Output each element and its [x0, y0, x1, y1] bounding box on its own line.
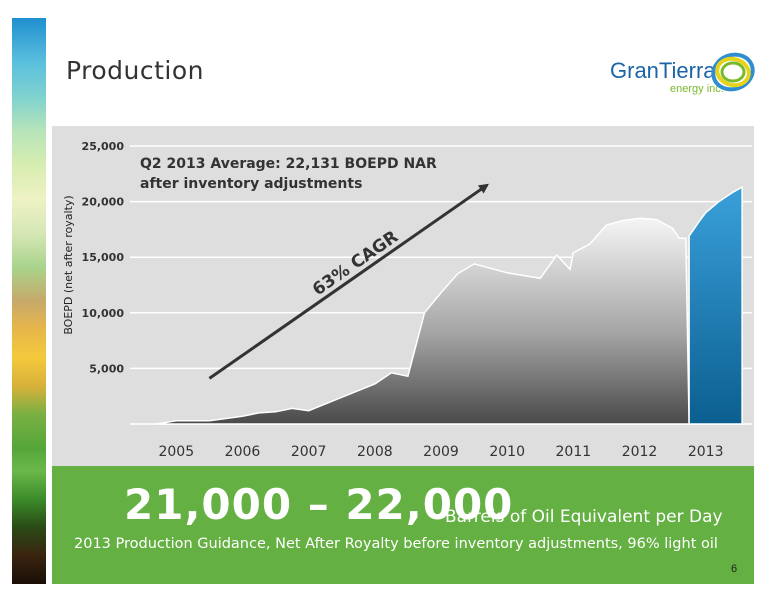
x-tick-label: 2006 — [225, 444, 261, 460]
y-tick-label: 15,000 — [82, 251, 125, 264]
guidance-unit: Barrels of Oil Equivalent per Day — [445, 507, 723, 527]
grantierra-logo: GranTierra energy inc. — [610, 52, 755, 95]
cagr-label: 63% CAGR — [309, 227, 402, 300]
guidance-subtitle: 2013 Production Guidance, Net After Roya… — [74, 536, 718, 552]
page-title: Production — [66, 56, 205, 85]
x-tick-label: 2007 — [291, 444, 327, 460]
chart-headline-line-1: Q2 2013 Average: 22,131 BOEPD NAR — [140, 156, 437, 172]
y-axis-label: BOEPD (net after royalty) — [62, 195, 75, 334]
production-chart: 5,000 10,000 15,000 20,000 25,000 2005 2006 200… — [62, 140, 752, 460]
guidance-range: 21,000 – 22,000 — [124, 480, 514, 529]
logo-ring-icon — [711, 52, 755, 92]
guidance-banner: 21,000 – 22,000 Barrels of Oil Equivalen… — [52, 466, 754, 584]
area-historical-production — [156, 217, 690, 425]
chart-headline-line-2: after inventory adjustments — [140, 176, 362, 192]
chart-panel: 5,000 10,000 15,000 20,000 25,000 2005 2006 200… — [52, 126, 754, 466]
trend-arrow — [208, 183, 489, 380]
x-tick-label: 2011 — [556, 444, 592, 460]
decorative-color-strip — [12, 18, 46, 584]
y-tick-label: 20,000 — [82, 196, 125, 209]
x-tick-label: 2013 — [688, 444, 724, 460]
area-2013-production — [688, 185, 743, 425]
x-tick-label: 2009 — [423, 444, 459, 460]
y-tick-label: 25,000 — [82, 140, 125, 153]
x-tick-label: 2005 — [158, 444, 194, 460]
y-tick-label: 5,000 — [89, 362, 124, 375]
logo-subtext: energy inc. — [670, 83, 724, 95]
x-tick-label: 2010 — [489, 444, 525, 460]
y-tick-label: 10,000 — [82, 307, 125, 320]
logo-wordmark: GranTierra — [610, 58, 716, 83]
x-tick-label: 2012 — [622, 444, 658, 460]
page-number: 6 — [731, 563, 738, 575]
x-tick-label: 2008 — [357, 444, 393, 460]
